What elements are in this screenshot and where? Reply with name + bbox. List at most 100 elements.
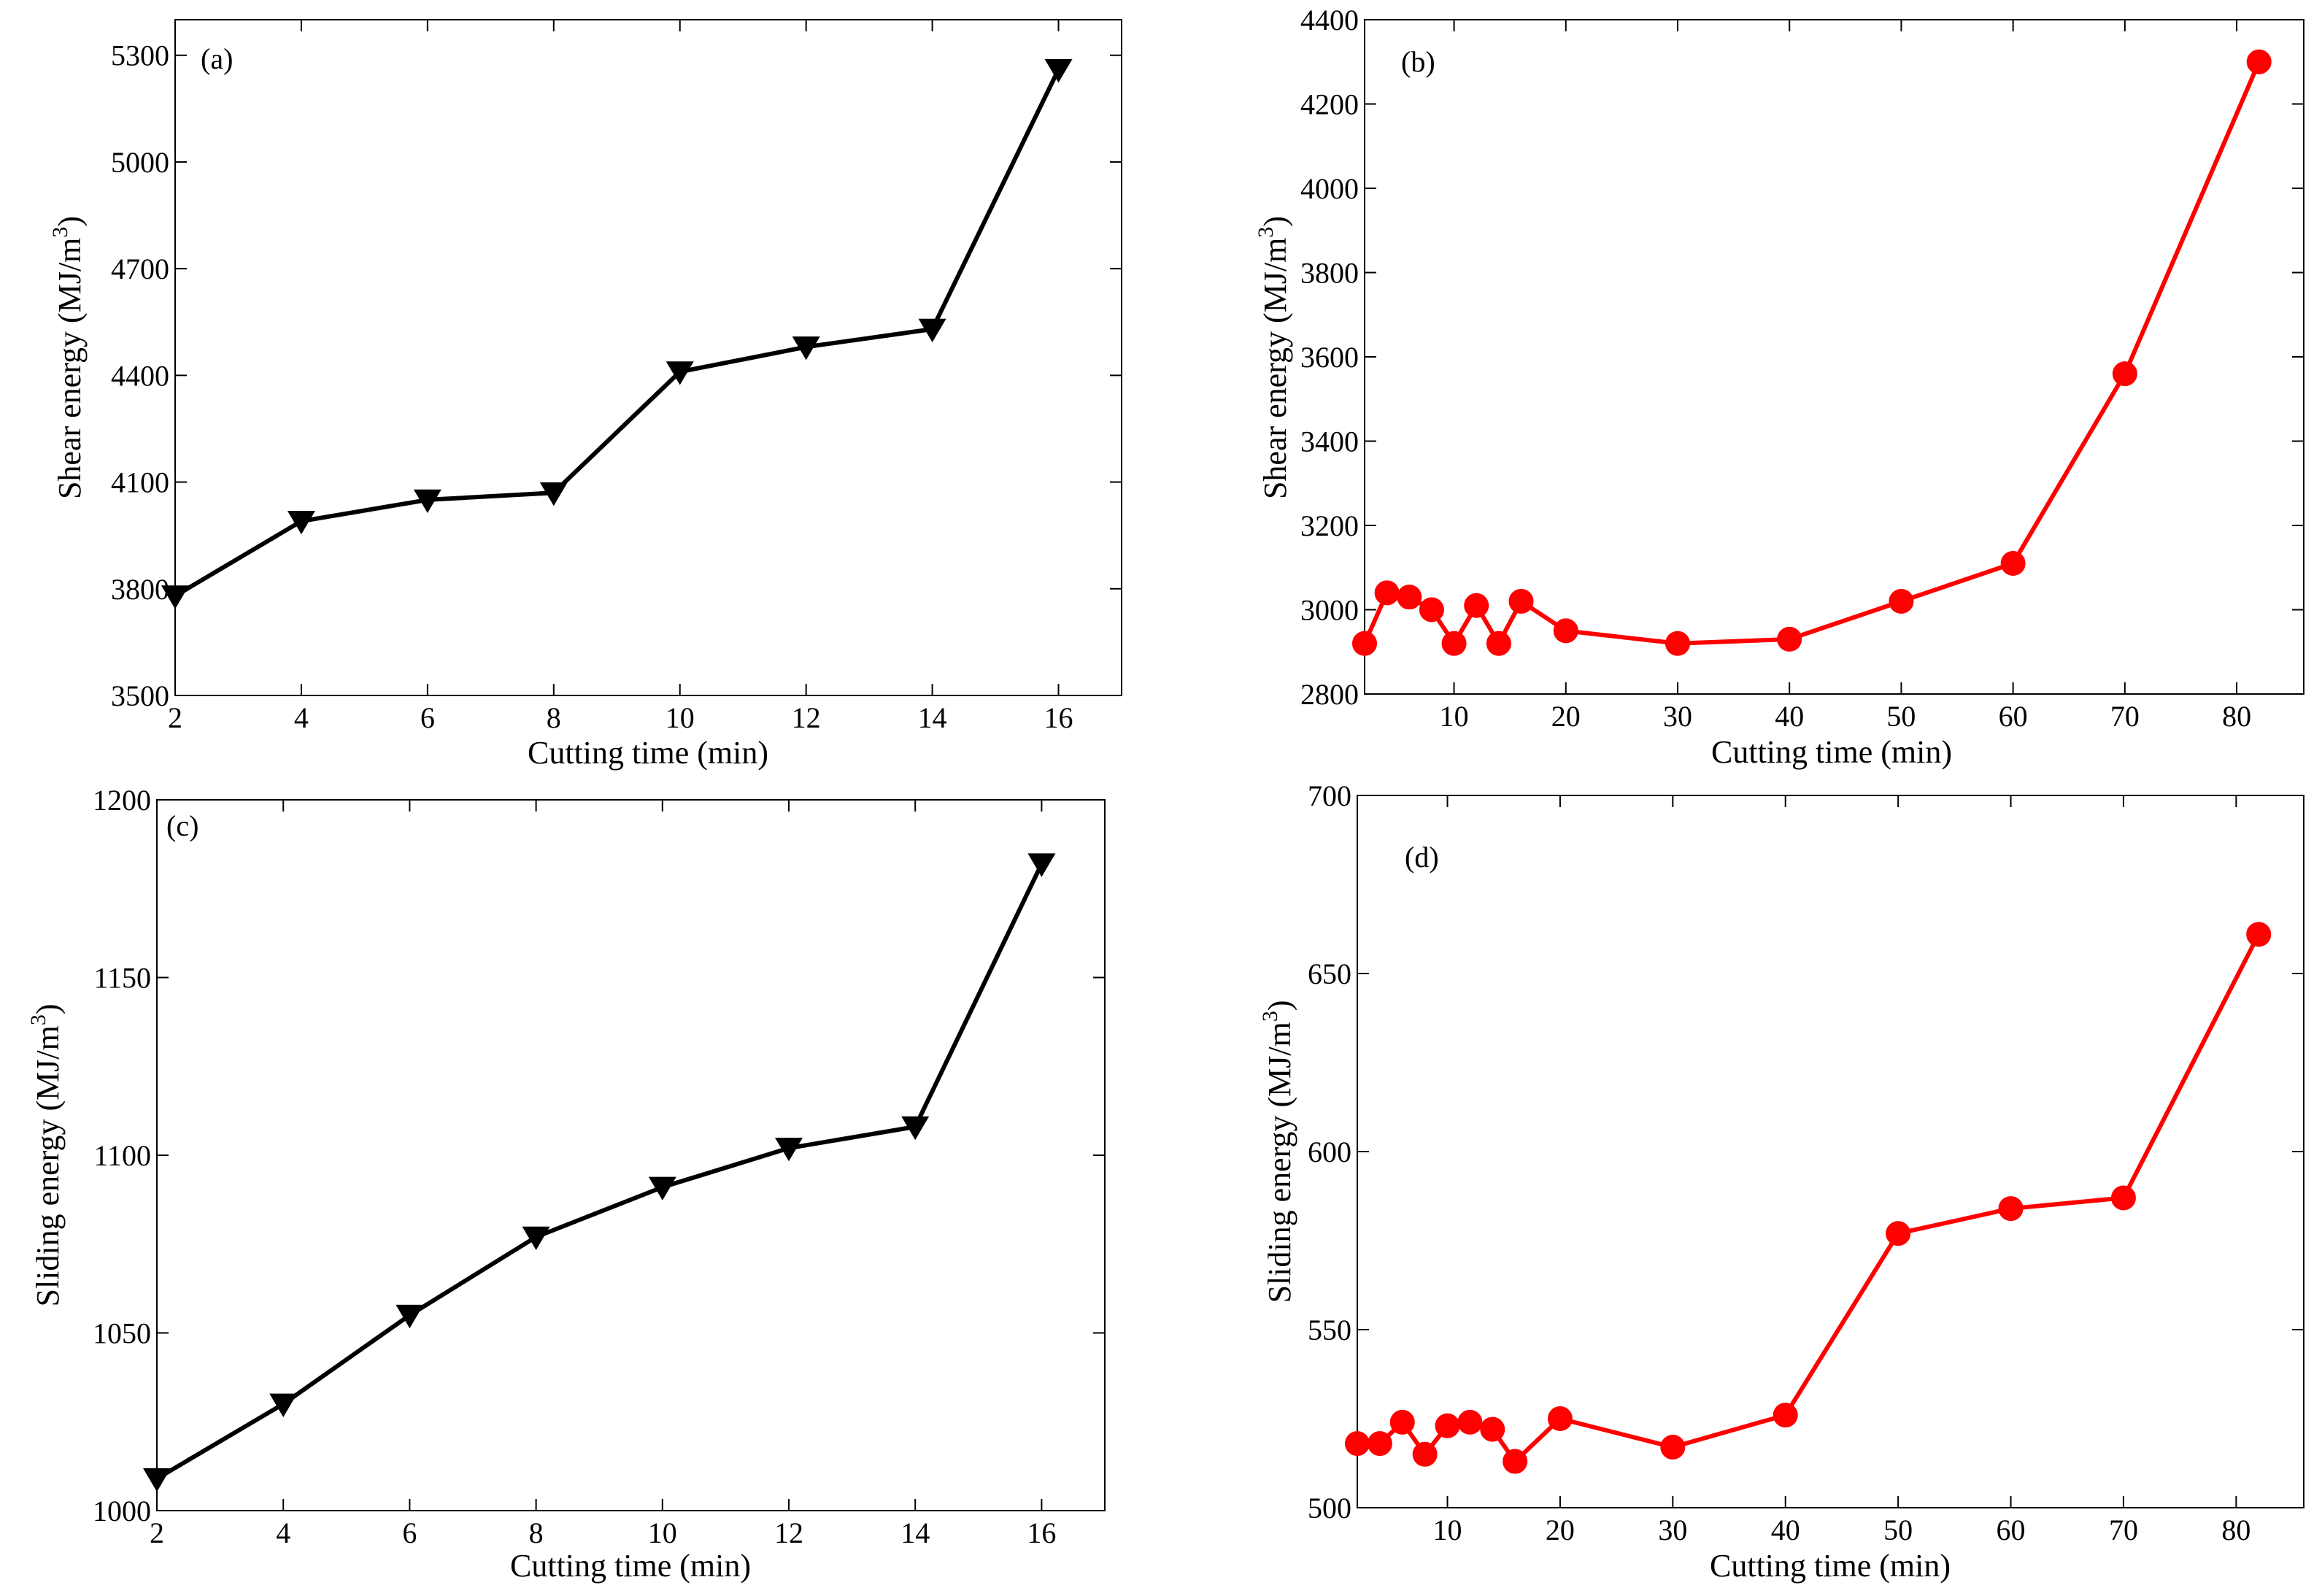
tick-layer: 2 4 6 8 10 12 14 16 1000 1050 1100 1150 1200 [93, 784, 1105, 1549]
y-tick-label: 3000 [1300, 594, 1359, 627]
y-axis-label-end: ) [1257, 216, 1293, 227]
data-point [901, 1116, 930, 1141]
data-point [2246, 922, 2272, 947]
series-layer [143, 853, 1056, 1492]
y-tick-label: 4100 [111, 466, 169, 499]
x-axis-label: Cutting time (min) [510, 1548, 751, 1584]
chart-d: 10 20 30 40 50 60 70 80 500 550 600 650 700 (d) Cutt… [1258, 779, 2304, 1584]
tick-layer: 10 20 30 40 50 60 70 80 500 550 600 650 700 [1308, 779, 2304, 1546]
y-axis-label: Sliding energy (MJ/m3) [1258, 1000, 1297, 1303]
panel-label: (b) [1401, 45, 1435, 78]
x-tick-label: 40 [1775, 700, 1804, 733]
plot-frame [156, 799, 1106, 1511]
x-tick-label: 20 [1551, 700, 1581, 733]
x-tick-label: 60 [1997, 1514, 2026, 1546]
y-tick-label: 600 [1308, 1136, 1351, 1168]
y-tick-label: 4400 [1300, 4, 1359, 36]
y-tick-label: 3800 [1300, 257, 1359, 290]
x-tick-label: 6 [402, 1516, 417, 1549]
x-axis-label: Cutting time (min) [1710, 1548, 1951, 1584]
plot-frame [1357, 795, 2304, 1508]
data-point [1486, 631, 1511, 656]
data-point [1374, 580, 1400, 606]
y-axis-label: Shear energy (MJ/m3) [1254, 216, 1293, 499]
x-tick-label: 4 [276, 1516, 290, 1549]
x-tick-label: 50 [1886, 700, 1916, 733]
data-point [1435, 1413, 1460, 1438]
data-point [1027, 853, 1056, 877]
y-tick-label: 5300 [111, 39, 169, 72]
y-tick-label: 4400 [111, 359, 169, 392]
x-tick-label: 30 [1663, 700, 1692, 733]
tick-layer: 2 4 6 8 10 12 14 16 3500 3800 4100 4400 4700 5000 5300 [111, 20, 1122, 734]
series-layer [1345, 922, 2272, 1474]
x-axis-label: Cutting time (min) [1711, 734, 1952, 770]
data-point [1389, 1409, 1415, 1435]
panel-label: (c) [166, 809, 198, 842]
data-point [1352, 631, 1377, 656]
data-point [287, 510, 315, 535]
y-tick-label: 2800 [1300, 678, 1359, 711]
x-tick-label: 20 [1546, 1514, 1575, 1546]
data-point [1044, 58, 1073, 83]
x-tick-label: 16 [1027, 1516, 1056, 1549]
panel-label: (a) [201, 42, 233, 75]
data-point [161, 585, 189, 609]
data-point [2000, 550, 2026, 576]
chart-a: 2 4 6 8 10 12 14 16 3500 3800 4100 4400 4700 5000 5300… [48, 19, 1122, 771]
chart-c: 2 4 6 8 10 12 14 16 1000 1050 1100 1150 1200 (c) Cut… [26, 784, 1106, 1584]
y-axis-label-main: Shear energy (MJ/m [52, 238, 88, 499]
data-point [775, 1138, 803, 1162]
x-tick-label: 70 [2109, 1514, 2138, 1546]
x-tick-label: 10 [1433, 1514, 1462, 1546]
y-tick-label: 1100 [93, 1139, 151, 1172]
data-point [1660, 1435, 1686, 1460]
y-axis-label-sup: 3 [26, 1014, 50, 1025]
tick-layer: 10 20 30 40 50 60 70 80 2800 3000 3200 3400 3600 3800… [1300, 4, 2304, 733]
data-point [269, 1393, 298, 1417]
data-point [1503, 1449, 1528, 1474]
x-tick-label: 10 [666, 701, 695, 734]
plot-frame [174, 19, 1122, 696]
y-axis-label-end: ) [52, 216, 88, 227]
x-tick-label: 14 [900, 1516, 930, 1549]
x-tick-label: 12 [774, 1516, 803, 1549]
x-tick-label: 10 [1440, 700, 1469, 733]
data-point [143, 1468, 171, 1492]
y-tick-label: 1150 [93, 962, 151, 995]
y-axis-label: Shear energy (MJ/m3) [48, 216, 88, 499]
y-tick-label: 700 [1308, 779, 1351, 812]
data-point [1367, 1431, 1392, 1457]
y-axis-label-end: ) [30, 1003, 66, 1014]
y-axis-label-sup: 3 [1254, 227, 1278, 238]
x-tick-label: 80 [2221, 1514, 2250, 1546]
data-point [666, 361, 694, 385]
x-tick-label: 8 [547, 701, 561, 734]
data-point [1777, 626, 1802, 652]
data-point [1508, 588, 1534, 614]
y-tick-label: 1000 [93, 1495, 151, 1527]
y-axis-label-main: Sliding energy (MJ/m [30, 1025, 66, 1306]
y-axis-label-end: ) [1262, 1000, 1297, 1011]
data-point [1457, 1409, 1483, 1435]
data-point [2110, 1185, 2136, 1211]
x-tick-label: 50 [1883, 1514, 1913, 1546]
x-tick-label: 8 [529, 1516, 544, 1549]
plot-frame [1364, 19, 2304, 695]
data-point [1397, 585, 1422, 610]
data-point [1412, 1441, 1438, 1467]
data-point [1419, 597, 1444, 622]
data-point [539, 482, 568, 506]
data-point [413, 489, 441, 513]
data-point [792, 336, 820, 361]
y-tick-label: 3200 [1300, 509, 1359, 542]
series-layer [1352, 49, 2272, 656]
x-tick-label: 10 [648, 1516, 677, 1549]
data-point [1464, 593, 1489, 618]
x-tick-label: 60 [1999, 700, 2028, 733]
data-point [1889, 588, 1914, 614]
y-tick-label: 1200 [93, 784, 151, 817]
y-axis-label-sup: 3 [1258, 1011, 1282, 1022]
y-axis-label: Sliding energy (MJ/m3) [26, 1003, 66, 1306]
data-point [1998, 1196, 2024, 1222]
